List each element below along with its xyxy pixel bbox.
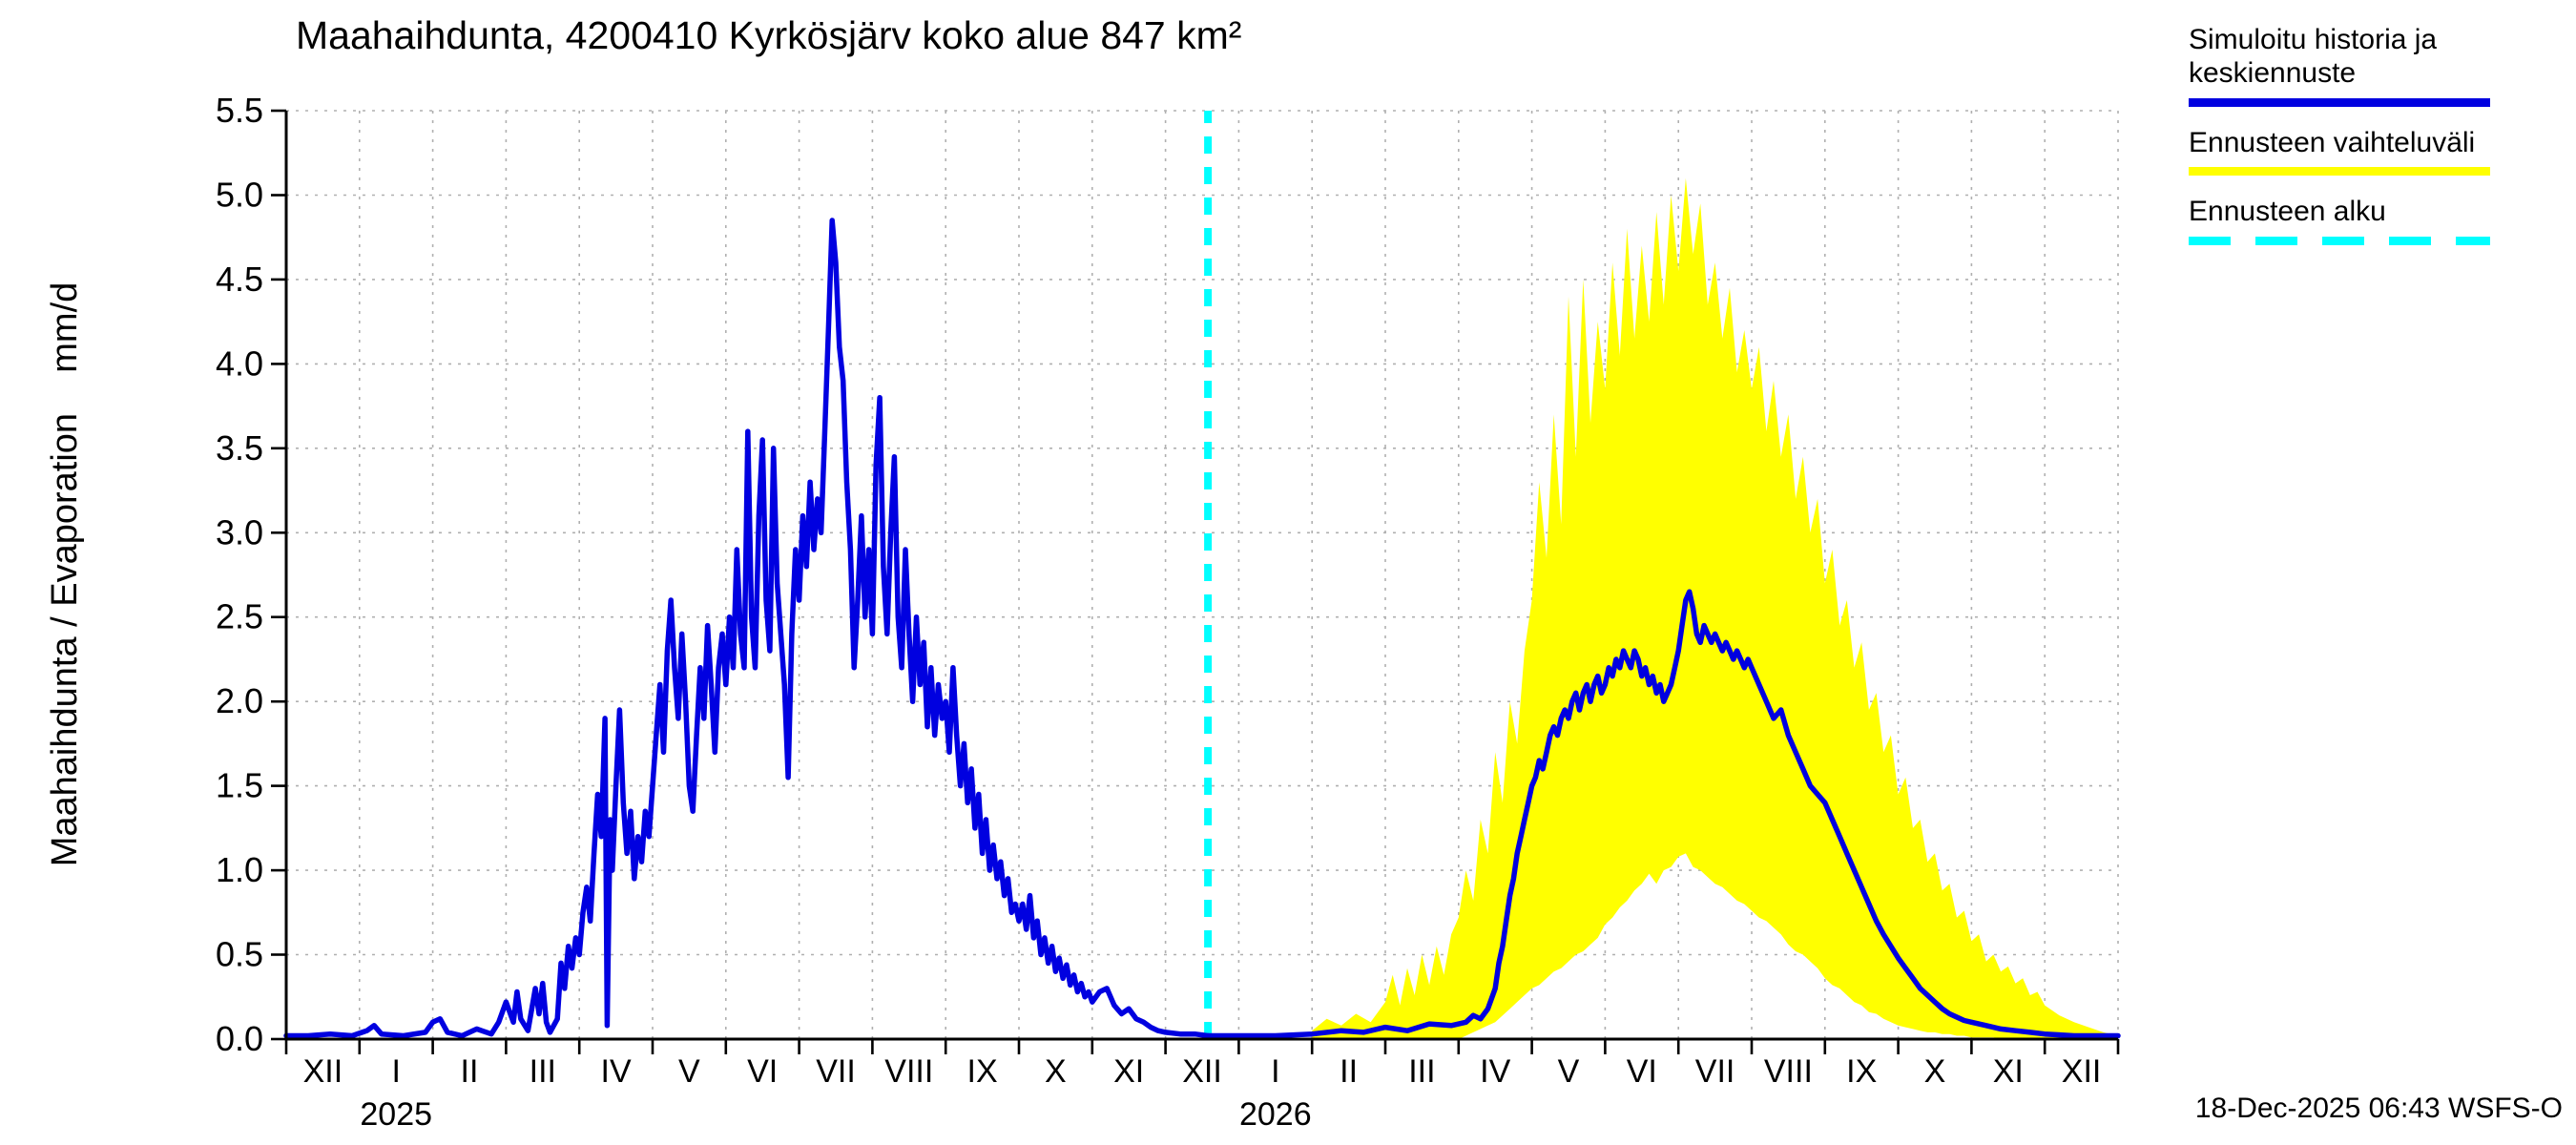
- legend-swatch-dashed: [2189, 236, 2490, 245]
- y-tick-label: 2.5: [216, 597, 263, 636]
- month-tick-label: XI: [1113, 1053, 1144, 1090]
- axes: [271, 109, 2120, 1054]
- year-label: 2025: [360, 1096, 432, 1133]
- month-tick-label: VIII: [1764, 1053, 1813, 1090]
- y-tick-label: 0.0: [216, 1019, 263, 1058]
- month-tick-label: III: [1408, 1053, 1435, 1090]
- month-tick-label: IV: [1480, 1053, 1510, 1090]
- simulated-history-and-median-lines: [283, 218, 2121, 1039]
- y-tick-label: 2.0: [216, 681, 263, 720]
- month-tick-label: X: [1045, 1053, 1067, 1090]
- month-tick-label: I: [391, 1053, 400, 1090]
- month-tick-label: VI: [747, 1053, 778, 1090]
- month-tick-label: XII: [303, 1053, 343, 1090]
- legend-swatch-solid: [2189, 167, 2490, 177]
- y-tick-label: 1.5: [216, 766, 263, 805]
- month-tick-label: V: [678, 1053, 700, 1090]
- timestamp: 18-Dec-2025 06:43 WSFS-O: [2194, 1093, 2563, 1124]
- year-label: 2026: [1239, 1096, 1312, 1133]
- month-tick-label: III: [530, 1053, 556, 1090]
- forecast-median-line: [1205, 589, 2121, 1039]
- history-line: [283, 218, 1211, 1039]
- forecast-range-band: [1312, 177, 2118, 1040]
- month-tick-label: I: [1271, 1053, 1279, 1090]
- month-tick-label: V: [1558, 1053, 1580, 1090]
- month-tick-label: II: [1340, 1053, 1358, 1090]
- month-tick-label: IX: [1846, 1053, 1877, 1090]
- axis-tick-labels: XII I II III IV V VI VII VIII IX X XI XII I II III IV V VI…: [216, 91, 2101, 1133]
- y-tick-label: 3.0: [216, 512, 263, 552]
- forecast-range-polygon: [1312, 177, 2118, 1040]
- month-tick-label: VI: [1627, 1053, 1657, 1090]
- month-tick-label: XI: [1993, 1053, 2024, 1090]
- month-tick-label: II: [461, 1053, 479, 1090]
- legend-label: Simuloitu historia ja keskiennuste: [2189, 24, 2438, 90]
- chart-title: Maahaihdunta, 4200410 Kyrkösjärv koko al…: [296, 13, 1242, 57]
- y-axis-title: Maahaihdunta / Evaporation mm/d: [45, 282, 85, 867]
- y-tick-label: 0.5: [216, 935, 263, 974]
- legend-item-2: Ennusteen alku: [2189, 195, 2490, 245]
- y-tick-label: 1.0: [216, 850, 263, 889]
- month-tick-label: IX: [967, 1053, 998, 1090]
- y-tick-label: 5.0: [216, 176, 263, 215]
- y-tick-label: 3.5: [216, 428, 263, 468]
- month-tick-label: VII: [816, 1053, 856, 1090]
- legend-label: Ennusteen alku: [2189, 196, 2386, 228]
- legend-label: Ennusteen vaihteluväli: [2189, 126, 2476, 158]
- legend-item-0: Simuloitu historia ja keskiennuste: [2189, 23, 2490, 107]
- month-tick-label: XII: [2062, 1053, 2102, 1090]
- legend-item-1: Ennusteen vaihteluväli: [2189, 126, 2490, 177]
- legend: Simuloitu historia ja keskiennuste Ennust…: [2189, 23, 2490, 264]
- month-tick-label: VII: [1695, 1053, 1735, 1090]
- month-tick-label: IV: [601, 1053, 632, 1090]
- y-tick-label: 4.5: [216, 260, 263, 299]
- month-tick-label: VIII: [884, 1053, 933, 1090]
- legend-swatch-solid: [2189, 97, 2490, 107]
- y-tick-label: 4.0: [216, 344, 263, 383]
- y-tick-label: 5.5: [216, 91, 263, 130]
- month-tick-label: X: [1924, 1053, 1946, 1090]
- month-tick-label: XII: [1182, 1053, 1222, 1090]
